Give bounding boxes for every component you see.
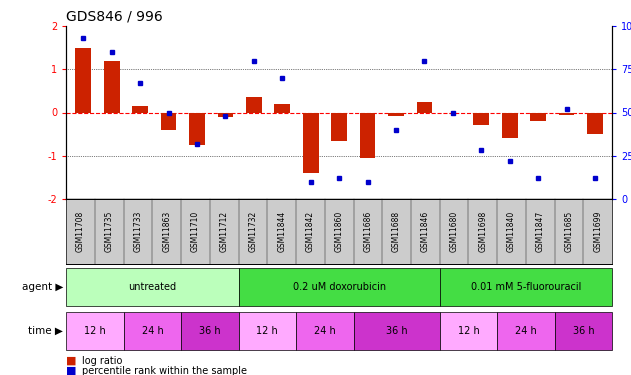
Bar: [530, 112, 546, 121]
Text: GSM11688: GSM11688: [392, 211, 401, 252]
Text: GSM11698: GSM11698: [478, 211, 487, 252]
Bar: [388, 112, 404, 116]
Text: untreated: untreated: [128, 282, 177, 292]
Text: GSM11685: GSM11685: [565, 211, 574, 252]
Bar: [360, 112, 375, 158]
Bar: [416, 102, 432, 112]
Bar: [274, 104, 290, 112]
Bar: [559, 112, 574, 115]
Text: GSM11732: GSM11732: [249, 211, 257, 252]
Text: GSM11712: GSM11712: [220, 211, 229, 252]
Bar: [218, 112, 233, 117]
Bar: [76, 48, 91, 112]
Text: GSM11710: GSM11710: [191, 211, 200, 252]
Text: GSM11844: GSM11844: [277, 211, 286, 252]
Text: GSM11842: GSM11842: [306, 211, 315, 252]
Text: GDS846 / 996: GDS846 / 996: [66, 9, 163, 23]
Text: 12 h: 12 h: [84, 326, 106, 336]
Text: 36 h: 36 h: [386, 326, 408, 336]
Text: GSM11847: GSM11847: [536, 211, 545, 252]
Text: time ▶: time ▶: [28, 326, 63, 336]
Text: GSM11840: GSM11840: [507, 211, 516, 252]
Text: 12 h: 12 h: [256, 326, 278, 336]
Text: 36 h: 36 h: [199, 326, 221, 336]
Text: 24 h: 24 h: [314, 326, 336, 336]
Text: ■: ■: [66, 366, 77, 375]
Bar: [331, 112, 347, 141]
Bar: [445, 112, 461, 113]
Bar: [502, 112, 517, 138]
Bar: [104, 61, 119, 112]
Text: ■: ■: [66, 356, 77, 366]
Bar: [303, 112, 319, 173]
Bar: [189, 112, 205, 145]
Text: 36 h: 36 h: [572, 326, 594, 336]
Text: GSM11846: GSM11846: [421, 211, 430, 252]
Bar: [246, 98, 262, 112]
Text: GSM11735: GSM11735: [105, 211, 114, 252]
Bar: [161, 112, 177, 130]
Text: GSM11733: GSM11733: [134, 211, 143, 252]
Text: 24 h: 24 h: [141, 326, 163, 336]
Text: 24 h: 24 h: [515, 326, 537, 336]
Text: GSM11686: GSM11686: [363, 211, 372, 252]
Bar: [587, 112, 603, 134]
Text: 0.2 uM doxorubicin: 0.2 uM doxorubicin: [293, 282, 386, 292]
Text: GSM11708: GSM11708: [76, 211, 85, 252]
Text: agent ▶: agent ▶: [21, 282, 63, 292]
Text: 0.01 mM 5-fluorouracil: 0.01 mM 5-fluorouracil: [471, 282, 581, 292]
Text: GSM11863: GSM11863: [162, 211, 171, 252]
Bar: [133, 106, 148, 112]
Text: GSM11860: GSM11860: [334, 211, 344, 252]
Text: percentile rank within the sample: percentile rank within the sample: [82, 366, 247, 375]
Text: GSM11680: GSM11680: [449, 211, 459, 252]
Bar: [473, 112, 489, 125]
Text: 12 h: 12 h: [457, 326, 480, 336]
Text: log ratio: log ratio: [82, 356, 122, 366]
Text: GSM11699: GSM11699: [593, 211, 602, 252]
